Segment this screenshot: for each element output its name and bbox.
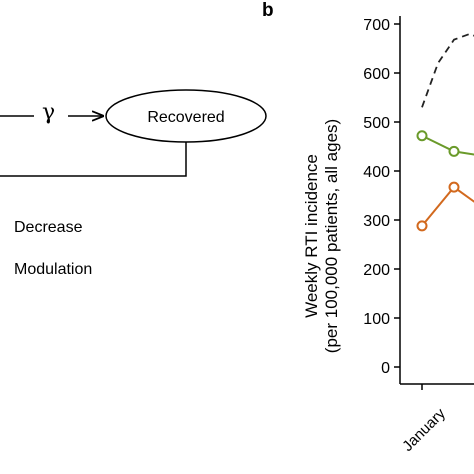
series-line-green: [421, 134, 474, 156]
y-tick-label: 500: [363, 115, 390, 132]
y-tick-label: 400: [363, 164, 390, 181]
y-tick-label: 300: [363, 213, 390, 230]
y-tick-label: 600: [363, 66, 390, 83]
series-line-orange: [421, 185, 474, 227]
legend-decrease-label: Decrease: [14, 219, 83, 236]
data-point: [448, 145, 460, 157]
data-point: [416, 130, 428, 142]
legend-modulation-label: Modulation: [14, 261, 93, 278]
rate-gamma-label: γ: [42, 100, 56, 125]
series-line-dashed: [421, 32, 474, 108]
data-point: [448, 181, 460, 193]
recovered-label: Recovered: [147, 109, 224, 126]
feedback-line: [0, 142, 187, 177]
y-tick-label: 200: [363, 262, 390, 279]
y-tick-label: 100: [363, 311, 390, 328]
y-tick-label: 700: [363, 17, 390, 34]
panel-label-b: b: [262, 0, 274, 21]
data-point: [416, 220, 428, 232]
y-tick-label: 0: [381, 360, 390, 377]
